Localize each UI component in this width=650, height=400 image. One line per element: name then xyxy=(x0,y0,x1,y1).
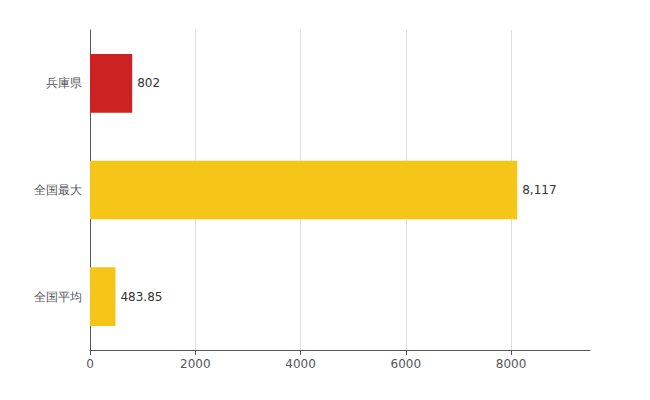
svg-text:0: 0 xyxy=(86,357,94,371)
svg-text:兵庫県: 兵庫県 xyxy=(46,76,82,90)
svg-text:2000: 2000 xyxy=(180,357,211,371)
svg-text:8,117: 8,117 xyxy=(522,183,556,197)
svg-text:8000: 8000 xyxy=(496,357,527,371)
svg-text:6000: 6000 xyxy=(391,357,422,371)
svg-text:483.85: 483.85 xyxy=(120,290,162,304)
svg-text:全国平均: 全国平均 xyxy=(34,290,82,304)
svg-text:全国最大: 全国最大 xyxy=(34,183,82,197)
svg-text:4000: 4000 xyxy=(285,357,316,371)
svg-text:802: 802 xyxy=(137,76,160,90)
